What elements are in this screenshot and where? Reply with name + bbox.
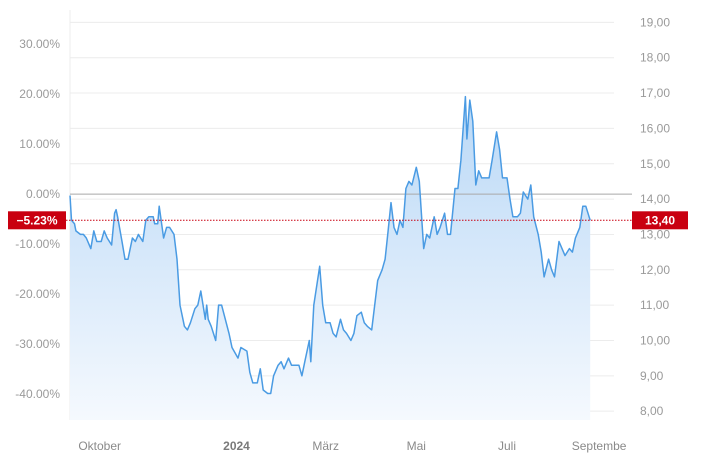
price-tick-label: 13,00 — [640, 227, 670, 241]
price-tick-label: 16,00 — [640, 121, 670, 135]
price-tick-label: 8,00 — [640, 404, 664, 418]
percent-tick-label: 20.00% — [19, 87, 60, 101]
percent-tick-label: 30.00% — [19, 37, 60, 51]
current-price-marker: −5.23% 13,40 — [8, 211, 688, 230]
month-tick-label: März — [312, 439, 339, 453]
percent-tick-label: -40.00% — [15, 387, 60, 401]
price-tick-label: 17,00 — [640, 86, 670, 100]
price-tick-label: 19,00 — [640, 15, 670, 29]
percent-tick-label: 10.00% — [19, 137, 60, 151]
price-tick-label: 15,00 — [640, 157, 670, 171]
percent-tick-label: -20.00% — [15, 287, 60, 301]
price-area — [70, 96, 591, 420]
price-tick-label: 12,00 — [640, 263, 670, 277]
percent-axis: 30.00% 20.00% 10.00% 0.00% -10.00% -20.00% -30… — [15, 37, 60, 401]
price-tick-label: 10,00 — [640, 333, 670, 347]
percent-tick-label: -30.00% — [15, 337, 60, 351]
price-line — [69, 95, 591, 395]
price-axis: 19,00 18,00 17,00 16,00 15,00 14,00 13,00 12,00… — [640, 15, 670, 418]
month-tick-label: Juli — [498, 439, 516, 453]
current-percent-label: −5.23% — [16, 213, 57, 227]
percent-tick-label: 0.00% — [26, 187, 60, 201]
month-tick-label: Septembe — [572, 439, 627, 453]
month-tick-label: Mai — [407, 439, 426, 453]
current-percent-badge — [8, 211, 66, 230]
price-tick-label: 18,00 — [640, 51, 670, 65]
price-tick-label: 11,00 — [640, 298, 669, 312]
month-tick-label: 2024 — [223, 439, 250, 453]
current-price-badge — [632, 211, 688, 230]
current-price-label: 13,40 — [645, 213, 675, 227]
price-tick-label: 14,00 — [640, 192, 670, 206]
price-series-line — [69, 95, 591, 395]
price-tick-label: 9,00 — [640, 369, 664, 383]
time-axis: Oktober 2024 März Mai Juli Septembe — [78, 439, 626, 453]
percent-tick-label: -10.00% — [15, 237, 60, 251]
month-tick-label: Oktober — [78, 439, 121, 453]
price-area-fill — [70, 96, 591, 420]
